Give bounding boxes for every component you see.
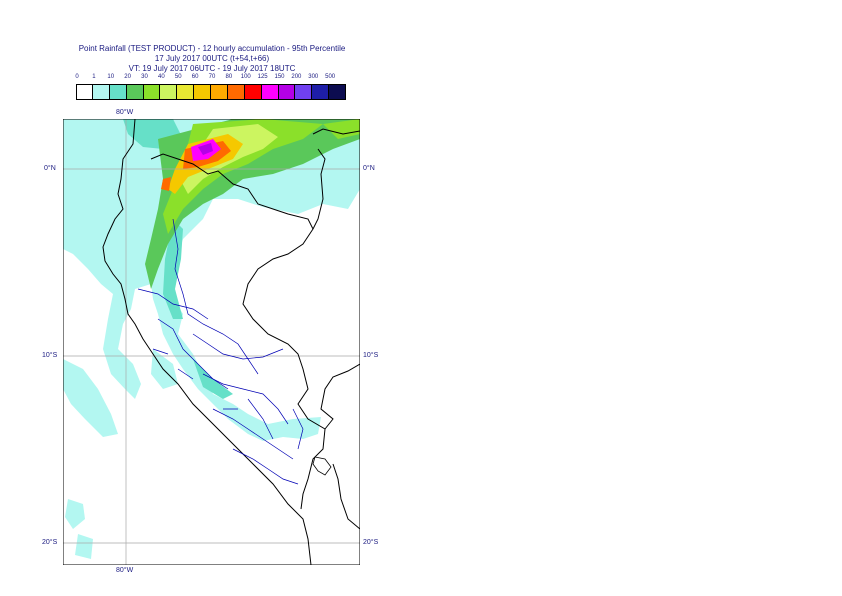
legend-tick-label: 0: [75, 74, 79, 80]
valid-time: VT: 19 July 2017 06UTC - 19 July 2017 18…: [128, 64, 296, 73]
legend-tick-label: 125: [257, 74, 268, 80]
legend-tick-label: 500: [325, 74, 336, 80]
legend-swatch: [143, 84, 161, 100]
legend-tick-label: 1: [92, 74, 96, 80]
lat-label-right-20: 20°S: [363, 539, 379, 546]
country-borders: [102, 119, 360, 565]
legend-swatch: [109, 84, 127, 100]
rain-band-150-200: [198, 143, 213, 155]
legend-tick-label: 80: [225, 74, 233, 80]
legend-swatch: [295, 84, 313, 100]
legend-swatch: [227, 84, 245, 100]
lat-label-left-0: 0°N: [44, 165, 56, 172]
legend-swatch: [278, 84, 296, 100]
lat-label-left-20: 20°S: [42, 539, 58, 546]
rain-band-1-10: [63, 119, 360, 559]
legend-tick-label: 300: [308, 74, 319, 80]
lon-label-top: 80°W: [116, 109, 134, 116]
lat-label-right-10: 10°S: [363, 352, 379, 359]
legend-tick-label: 200: [291, 74, 302, 80]
legend-frame: [76, 84, 346, 100]
legend-swatch: [194, 84, 211, 100]
legend-tick-label: 70: [208, 74, 216, 80]
rainfall-map: [63, 119, 360, 565]
legend-tick-label: 150: [274, 74, 285, 80]
legend-tick-label: 20: [124, 74, 131, 80]
map-title: Point Rainfall (TEST PRODUCT) - 12 hourl…: [78, 44, 346, 53]
legend-tick-label: 100: [240, 74, 251, 80]
legend-tick-label: 40: [158, 74, 165, 80]
graticule: [63, 119, 360, 565]
legend-swatch: [261, 84, 279, 100]
region-borders: [137, 218, 304, 485]
legend-tick-label: 30: [141, 74, 148, 80]
legend-tick-label: 10: [107, 74, 115, 80]
legend-swatch: [92, 84, 110, 100]
legend-swatch: [76, 84, 93, 100]
legend-swatch: [211, 84, 228, 100]
run-time: 17 July 2017 00UTC (t+54,t+66): [154, 54, 270, 63]
lake-titicaca: [312, 456, 332, 476]
legend-swatch: [244, 84, 262, 100]
legend-swatch: [160, 84, 178, 100]
legend-swatch: [126, 84, 144, 100]
legend-swatch: [312, 84, 330, 100]
lat-label-left-10: 10°S: [42, 352, 58, 359]
legend-tick-label: 60: [191, 74, 199, 80]
legend-tick-label: 50: [174, 74, 182, 80]
legend-swatch: [177, 84, 195, 100]
lon-label-bottom: 80°W: [116, 567, 134, 574]
lat-label-right-0: 0°N: [363, 165, 375, 172]
